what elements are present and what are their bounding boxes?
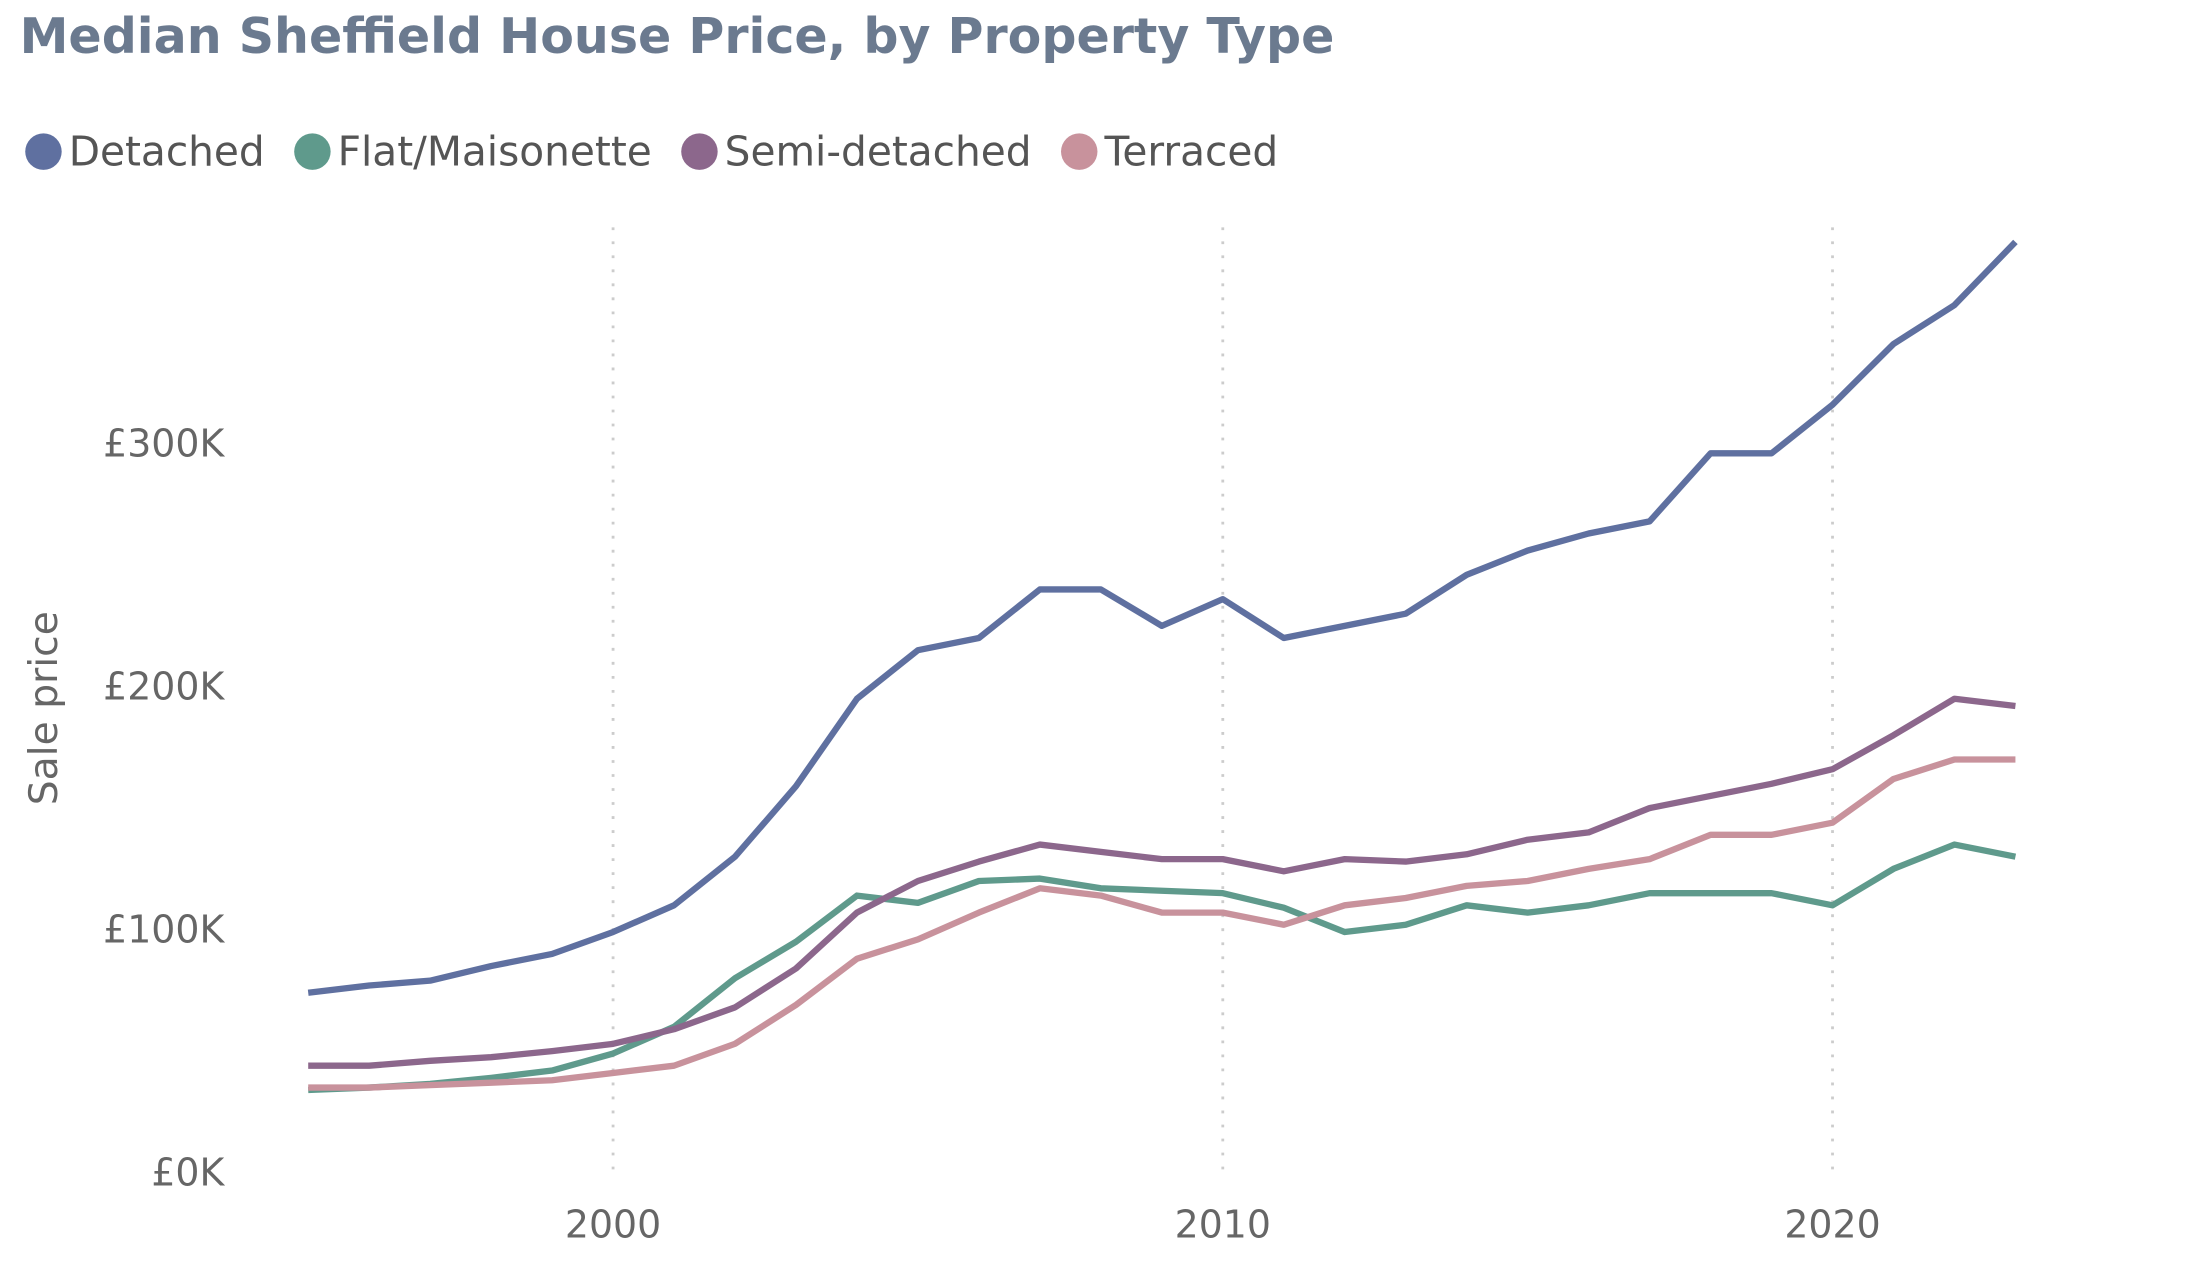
y-tick-label: £0K (151, 1151, 225, 1195)
line-series (308, 695, 2016, 1069)
legend-label: Detached (69, 127, 265, 175)
legend-marker (681, 133, 718, 170)
chart-title: Median Sheffield House Price, by Propert… (20, 7, 1335, 65)
legend-label: Semi-detached (725, 127, 1032, 175)
line-series (307, 239, 2018, 996)
x-tick-label: 2010 (1175, 1202, 1271, 1246)
x-tick-label: 2000 (565, 1202, 661, 1246)
legend-label: Flat/Maisonette (338, 127, 652, 175)
line-series (308, 756, 2016, 1091)
legend-marker (25, 133, 62, 170)
legend-label: Terraced (1103, 127, 1278, 175)
y-tick-label: £300K (103, 422, 225, 466)
y-tick-label: £100K (103, 908, 225, 952)
legend-marker (1061, 133, 1098, 170)
x-tick-label: 2020 (1784, 1202, 1880, 1246)
y-axis-label: Sale price (22, 611, 67, 805)
y-tick-label: £200K (103, 665, 225, 709)
line-series (308, 841, 2017, 1094)
legend-marker (294, 133, 331, 170)
